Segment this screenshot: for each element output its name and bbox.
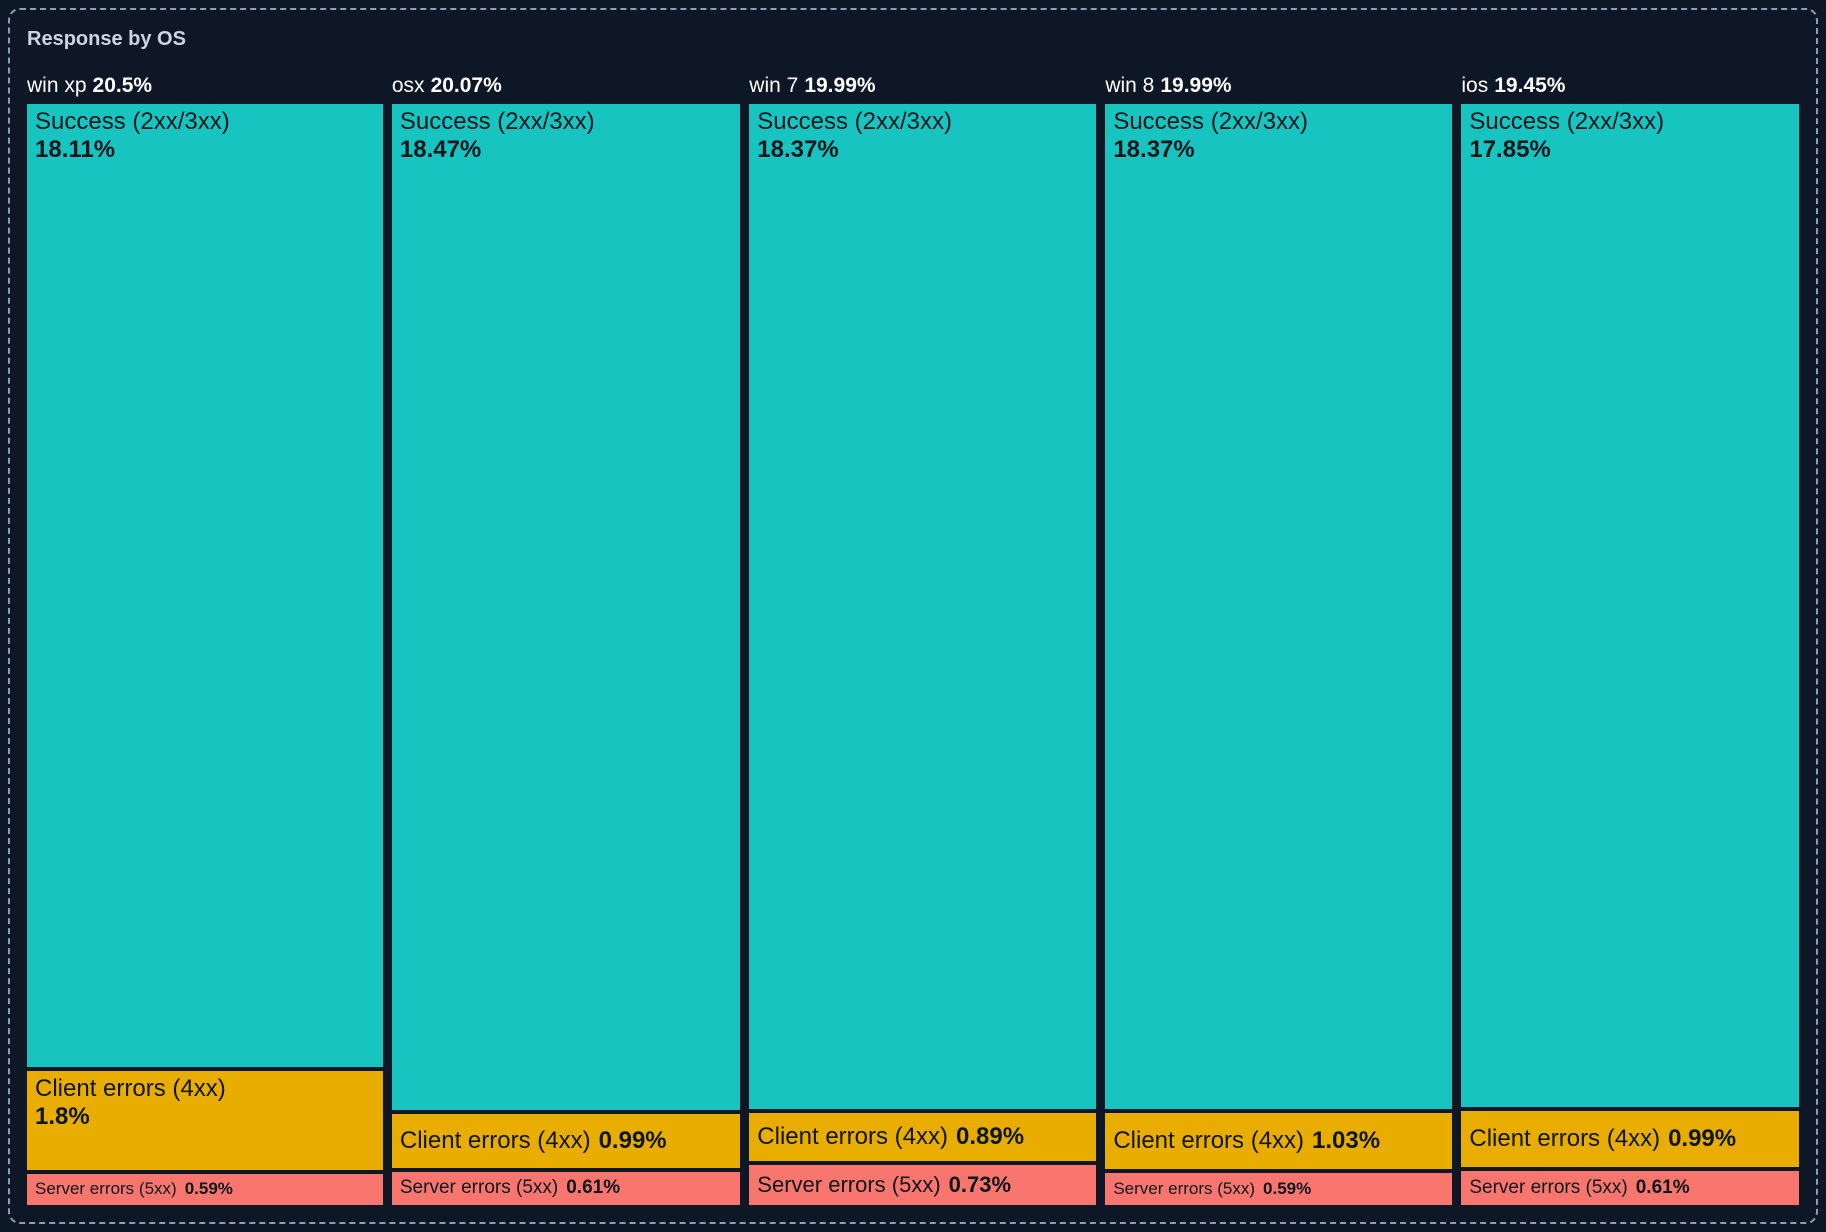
os-column-win-xp: win xp 20.5% Success (2xx/3xx) 18.11% Cli… [27, 74, 383, 1205]
os-column-header: ios 19.45% [1461, 74, 1799, 98]
segment-value: 1.03% [1312, 1126, 1381, 1154]
os-stack: Success (2xx/3xx) 18.47% Client errors (… [391, 104, 741, 1205]
segment-success[interactable]: Success (2xx/3xx) 18.37% [749, 104, 1097, 1109]
os-column-header: win xp 20.5% [27, 74, 383, 98]
os-column-header: osx 20.07% [392, 74, 740, 98]
os-column-win-8: win 8 19.99% Success (2xx/3xx) 18.37% Cli… [1105, 74, 1453, 1205]
segment-server-errors[interactable]: Server errors (5xx) 0.59% [1105, 1172, 1453, 1205]
os-column-osx: osx 20.07% Success (2xx/3xx) 18.47% Clien… [391, 74, 741, 1205]
segment-label: Success (2xx/3xx) [35, 108, 230, 135]
segment-value: 0.61% [566, 1177, 621, 1199]
os-stack: Success (2xx/3xx) 18.37% Client errors (… [1105, 104, 1453, 1205]
segment-label: Client errors (4xx) [1113, 1126, 1305, 1154]
segment-value: 18.37% [1113, 136, 1195, 164]
segment-value: 1.8% [35, 1102, 90, 1130]
segment-client-errors[interactable]: Client errors (4xx) 0.99% [1461, 1111, 1800, 1167]
segment-value: 17.85% [1469, 136, 1551, 164]
segment-value: 18.47% [399, 136, 482, 164]
os-stack: Success (2xx/3xx) 18.37% Client errors (… [749, 104, 1097, 1205]
segment-value: 0.89% [956, 1122, 1025, 1150]
segment-label: Client errors (4xx) [399, 1126, 591, 1154]
segment-success[interactable]: Success (2xx/3xx) 18.11% [27, 104, 383, 1067]
segment-client-errors[interactable]: Client errors (4xx) 0.99% [391, 1114, 741, 1168]
os-total: 19.99% [1160, 74, 1232, 97]
segment-server-errors[interactable]: Server errors (5xx) 0.59% [27, 1173, 383, 1205]
segment-server-errors[interactable]: Server errors (5xx) 0.61% [391, 1171, 741, 1205]
segment-server-errors[interactable]: Server errors (5xx) 0.61% [1461, 1170, 1800, 1206]
segment-value: 0.61% [1635, 1176, 1690, 1198]
segment-label: Server errors (5xx) [1113, 1178, 1256, 1198]
segment-label: Success (2xx/3xx) [399, 108, 595, 135]
segment-client-errors[interactable]: Client errors (4xx) 1.03% [1105, 1112, 1453, 1169]
os-name: win xp [27, 74, 87, 97]
os-total: 19.45% [1494, 74, 1566, 97]
os-column-header: win 8 19.99% [1105, 74, 1452, 98]
segment-success[interactable]: Success (2xx/3xx) 18.37% [1105, 104, 1453, 1109]
os-name: win 8 [1105, 74, 1155, 97]
os-name: osx [391, 74, 425, 97]
segment-value: 0.99% [1668, 1124, 1737, 1152]
os-stack: Success (2xx/3xx) 18.11% Client errors (… [27, 104, 383, 1205]
segment-server-errors[interactable]: Server errors (5xx) 0.73% [749, 1165, 1097, 1205]
os-total: 19.99% [804, 74, 876, 97]
segment-client-errors[interactable]: Client errors (4xx) 0.89% [749, 1112, 1097, 1162]
segment-value: 0.73% [948, 1172, 1012, 1198]
segment-value: 18.11% [35, 136, 116, 164]
os-name: win 7 [749, 74, 799, 97]
segment-label: Success (2xx/3xx) [1113, 108, 1309, 135]
os-total: 20.07% [430, 74, 502, 97]
segment-value: 18.37% [757, 136, 839, 164]
segment-success[interactable]: Success (2xx/3xx) 18.47% [391, 104, 741, 1111]
segment-label: Server errors (5xx) [35, 1179, 177, 1199]
os-total: 20.5% [92, 74, 153, 97]
segment-success[interactable]: Success (2xx/3xx) 17.85% [1461, 104, 1800, 1108]
os-name: ios [1461, 74, 1489, 97]
segment-label: Client errors (4xx) [35, 1074, 226, 1102]
panel-title: Response by OS [27, 28, 186, 50]
response-by-os-panel[interactable]: Response by OS win xp 20.5% Success (2xx/… [8, 8, 1818, 1224]
segment-label: Server errors (5xx) [1469, 1176, 1628, 1198]
segment-label: Server errors (5xx) [757, 1172, 941, 1198]
os-column-header: win 7 19.99% [749, 74, 1096, 98]
segment-label: Client errors (4xx) [757, 1122, 948, 1150]
mosaic-chart: win xp 20.5% Success (2xx/3xx) 18.11% Cli… [27, 74, 1800, 1206]
segment-label: Server errors (5xx) [399, 1177, 559, 1199]
segment-label: Client errors (4xx) [1469, 1124, 1661, 1152]
segment-label: Success (2xx/3xx) [1469, 108, 1665, 135]
segment-value: 0.59% [1263, 1178, 1312, 1198]
segment-client-errors[interactable]: Client errors (4xx) 1.8% [27, 1070, 383, 1170]
os-column-ios: ios 19.45% Success (2xx/3xx) 17.85% Clien… [1461, 74, 1800, 1206]
os-stack: Success (2xx/3xx) 17.85% Client errors (… [1461, 104, 1800, 1206]
segment-value: 0.59% [184, 1179, 233, 1199]
segment-value: 0.99% [598, 1126, 667, 1154]
os-column-win-7: win 7 19.99% Success (2xx/3xx) 18.37% Cli… [749, 74, 1097, 1205]
segment-label: Success (2xx/3xx) [757, 108, 953, 135]
